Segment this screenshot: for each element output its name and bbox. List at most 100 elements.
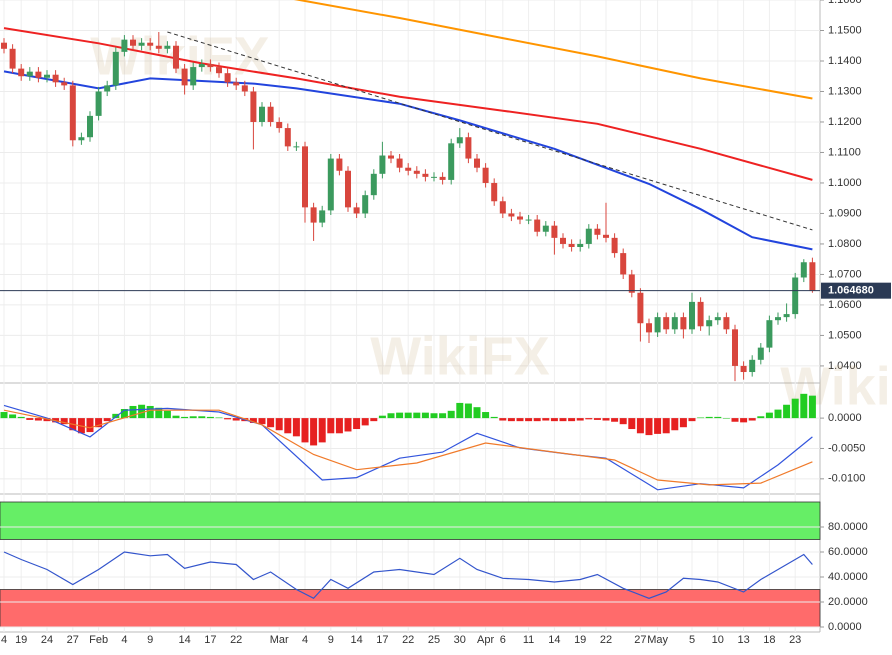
histogram-bar — [146, 405, 154, 419]
candle-body — [422, 173, 429, 177]
histogram-bar — [430, 413, 438, 419]
x-tick-label: 23 — [789, 634, 801, 646]
histogram-bar — [361, 418, 369, 426]
histogram-bar — [34, 418, 42, 421]
histogram-bar — [679, 418, 687, 428]
candle-body — [155, 45, 162, 49]
histogram-bar — [757, 416, 765, 419]
x-tick-label: 18 — [763, 634, 775, 646]
y-tick-label: 1.1600 — [828, 0, 862, 6]
candle-body — [336, 158, 343, 171]
candle-body — [379, 155, 386, 174]
x-tick-label: 6 — [500, 634, 506, 646]
histogram-bar — [344, 418, 352, 432]
histogram-bar — [559, 418, 567, 422]
candle-body — [603, 234, 609, 238]
x-tick-label: 9 — [147, 634, 153, 646]
candle-body — [706, 320, 713, 327]
candle-body — [9, 48, 16, 69]
candle-body — [319, 210, 326, 223]
candle-body — [508, 213, 515, 217]
histogram-bar — [447, 410, 455, 419]
candle-body — [104, 85, 111, 92]
histogram-bar — [628, 418, 636, 430]
y-tick-label: 0.0000 — [828, 412, 862, 424]
x-tick-label: May — [647, 634, 668, 646]
histogram-bar — [783, 404, 791, 419]
histogram-bar — [731, 418, 739, 422]
histogram-bar — [17, 416, 25, 419]
candle-body — [689, 301, 695, 330]
x-tick-label: 9 — [328, 634, 334, 646]
y-tick-label: 1.1400 — [828, 55, 862, 67]
y-tick-label: 1.0900 — [828, 207, 862, 219]
last-price-label: 1.064680 — [828, 285, 874, 297]
histogram-bar — [138, 404, 146, 419]
histogram-bar — [301, 418, 309, 443]
candle-body — [456, 137, 463, 144]
candle-body — [302, 146, 308, 208]
histogram-bar — [619, 418, 627, 425]
x-tick-label: 10 — [712, 634, 724, 646]
histogram-bar — [533, 418, 541, 422]
rsi-band — [0, 589, 821, 628]
histogram-bar — [189, 416, 197, 419]
histogram-bar — [765, 412, 773, 419]
trend-line — [167, 31, 813, 231]
line-series — [3, 551, 813, 600]
histogram-bar — [808, 395, 816, 419]
rsi-band — [0, 501, 821, 540]
candle-body — [396, 158, 403, 168]
histogram-bar — [654, 418, 662, 434]
histogram-bar — [112, 413, 120, 419]
candle-body — [740, 365, 747, 373]
histogram-bar — [404, 412, 412, 419]
candle-body — [491, 182, 498, 202]
histogram-bar — [602, 418, 610, 421]
x-tick-label: 14 — [350, 634, 362, 646]
candle-body — [792, 277, 799, 315]
y-tick-label: 1.1500 — [828, 24, 862, 36]
candle-body — [534, 219, 541, 232]
histogram-bar — [611, 418, 619, 422]
candle-body — [44, 74, 50, 78]
candle-body — [775, 317, 781, 321]
y-tick-label: 80.0000 — [828, 521, 868, 533]
candle-body — [542, 225, 549, 232]
histogram-bar — [740, 418, 748, 423]
x-tick-label: 13 — [737, 634, 749, 646]
candle-body — [284, 128, 291, 147]
x-tick-label: 25 — [428, 634, 440, 646]
y-tick-label: 40.0000 — [828, 571, 868, 583]
line-series — [3, 404, 813, 491]
x-tick-label: 19 — [574, 634, 586, 646]
x-tick-label: 19 — [15, 634, 27, 646]
histogram-bar — [120, 409, 128, 419]
candle-body — [35, 71, 42, 78]
x-tick-label: 14 — [548, 634, 560, 646]
candle-body — [310, 207, 317, 223]
histogram-bar — [662, 418, 670, 434]
histogram-bar — [585, 418, 593, 420]
histogram-bar — [327, 418, 335, 434]
histogram-bar — [181, 416, 189, 419]
candle-body — [749, 359, 756, 373]
x-tick-label: 30 — [454, 634, 466, 646]
histogram-bar — [215, 417, 223, 419]
candle-body — [405, 167, 412, 171]
histogram-bar — [568, 418, 576, 422]
candle-body — [241, 85, 248, 92]
histogram-bar — [172, 415, 180, 419]
x-tick-label: 27 — [67, 634, 79, 646]
histogram-bar — [636, 418, 644, 434]
candle-body — [431, 176, 437, 178]
x-tick-label: 17 — [204, 634, 216, 646]
histogram-bar — [791, 398, 799, 419]
x-tick-label: 22 — [230, 634, 242, 646]
y-tick-label: 1.1200 — [828, 116, 862, 128]
candle-body — [362, 195, 369, 214]
y-tick-label: 1.0600 — [828, 299, 862, 311]
histogram-bar — [473, 407, 481, 419]
candle-body — [233, 82, 240, 86]
histogram-bar — [284, 418, 292, 434]
